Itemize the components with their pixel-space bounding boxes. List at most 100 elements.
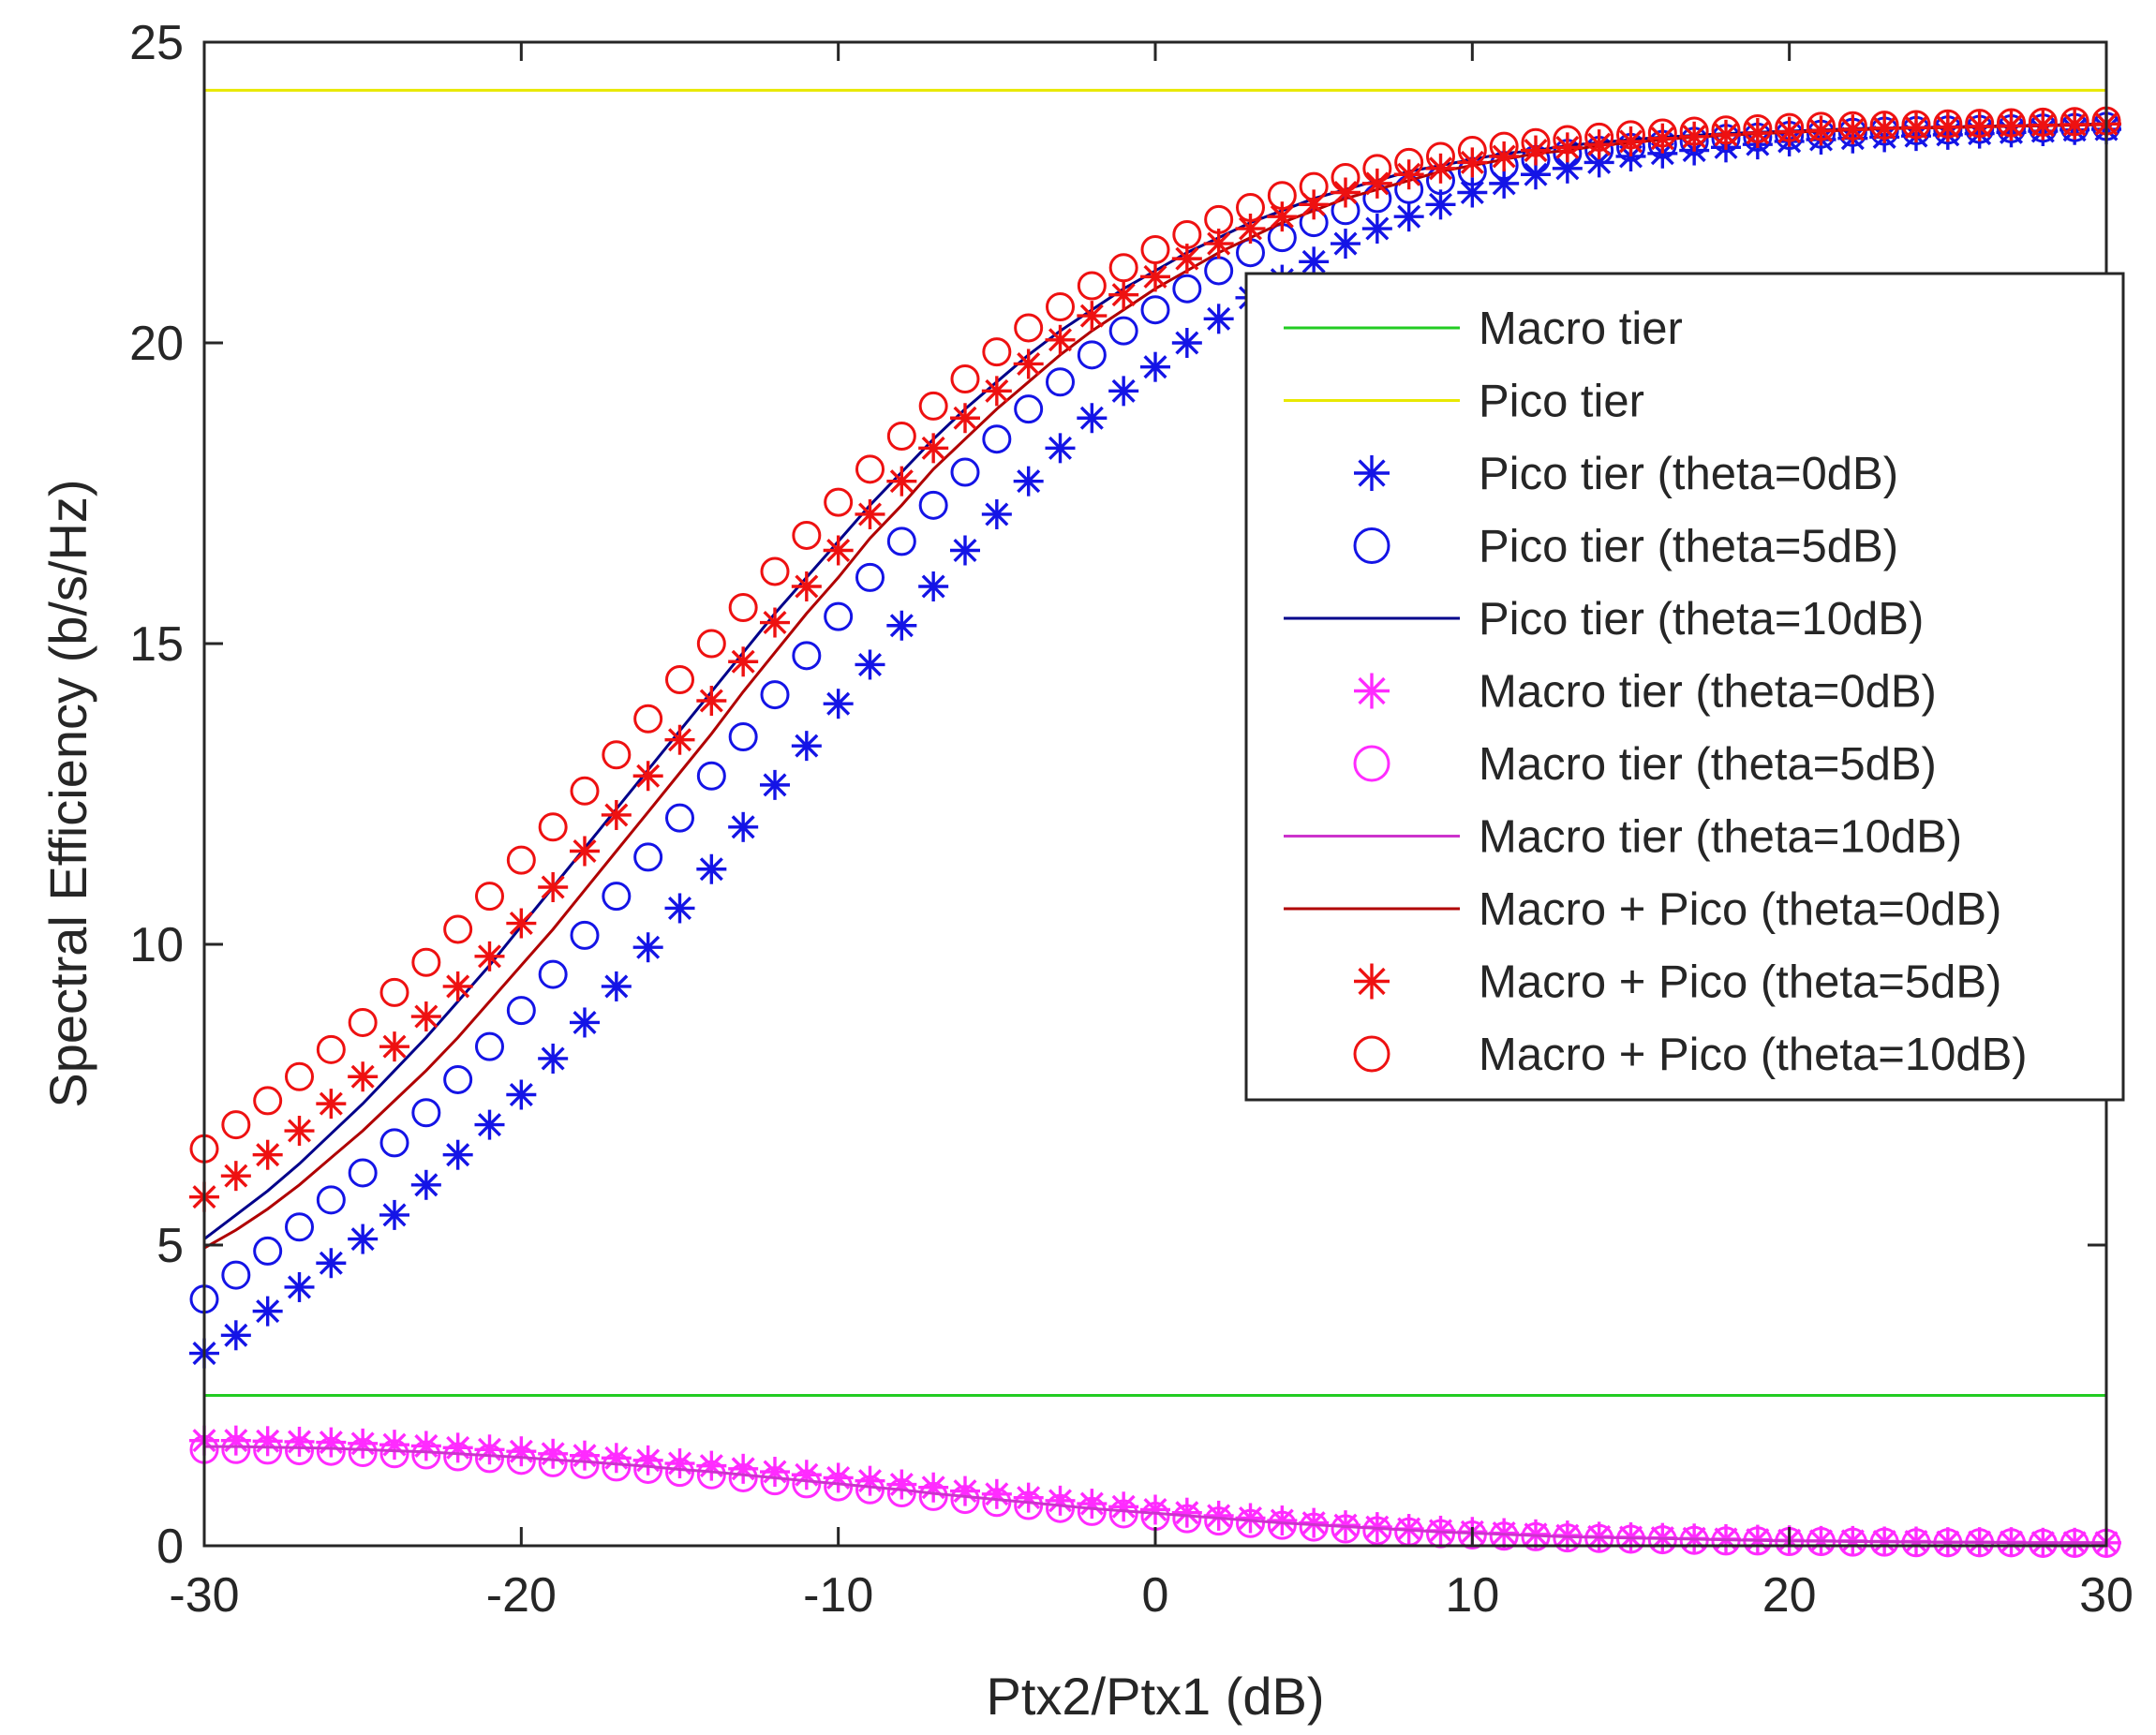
ticks-layer: -30 -20 -10 0 10 20 30 0 5 10 15 20 25 xyxy=(129,16,2134,1623)
legend-swatch-macro-pico-theta-10db xyxy=(1353,1035,1390,1073)
data-point-pico-tier-theta-0db-15 xyxy=(664,893,695,924)
data-point-macro-pico-theta-10db-37 xyxy=(1362,154,1392,184)
data-point-macro-pico-theta-5db-28 xyxy=(1077,301,1108,332)
data-point-macro-pico-theta-10db-41 xyxy=(1489,131,1519,161)
data-point-macro-pico-theta-5db-11 xyxy=(538,872,569,903)
legend-entry-macro-pico-theta-5db: Macro + Pico (theta=5dB) xyxy=(1354,957,2001,1008)
legend-entry-pico-tier-theta-10db: Pico tier (theta=10dB) xyxy=(1284,594,1924,645)
data-point-pico-tier-theta-0db-3 xyxy=(284,1271,315,1302)
data-point-macro-pico-theta-10db-12 xyxy=(570,776,600,806)
data-point-macro-pico-theta-5db-37 xyxy=(1361,168,1392,199)
legend-label-macro-tier-theta-5db: Macro tier (theta=5dB) xyxy=(1479,739,1937,790)
data-point-pico-tier-theta-0db-36 xyxy=(1331,229,1361,260)
data-point-pico-tier-theta-0db-8 xyxy=(442,1139,473,1170)
data-point-macro-pico-theta-10db-36 xyxy=(1331,162,1361,192)
data-point-macro-tier-theta-5db-19 xyxy=(792,1469,822,1499)
data-point-macro-pico-theta-10db-38 xyxy=(1394,147,1424,177)
data-point-macro-tier-theta-5db-16 xyxy=(696,1460,726,1490)
data-point-macro-pico-theta-10db-58 xyxy=(2028,107,2058,137)
data-point-macro-tier-theta-5db-1 xyxy=(221,1434,251,1464)
data-point-pico-tier-theta-5db-7 xyxy=(411,1098,441,1128)
data-point-pico-tier-theta-5db-1 xyxy=(221,1260,251,1290)
series-macro-pico-theta-10db xyxy=(189,106,2121,1164)
data-point-pico-tier-theta-0db-26 xyxy=(1013,466,1044,497)
data-point-pico-tier-theta-0db-21 xyxy=(855,649,885,680)
y-tick-label-5: 25 xyxy=(129,16,184,70)
data-point-macro-pico-theta-10db-44 xyxy=(1584,122,1614,152)
data-point-macro-tier-theta-5db-11 xyxy=(538,1447,568,1477)
data-point-macro-pico-theta-10db-26 xyxy=(1014,313,1044,343)
data-point-macro-pico-theta-10db-35 xyxy=(1299,171,1329,201)
data-point-macro-pico-theta-10db-15 xyxy=(665,665,694,695)
data-point-pico-tier-theta-5db-9 xyxy=(475,1031,504,1061)
series-macro-pico-theta-5db xyxy=(189,109,2121,1212)
data-point-macro-pico-theta-5db-5 xyxy=(348,1061,379,1092)
data-point-macro-pico-theta-5db-4 xyxy=(316,1089,347,1120)
y-tick-label-4: 20 xyxy=(129,317,184,371)
data-point-macro-pico-theta-10db-39 xyxy=(1426,141,1455,171)
y-tick-label-3: 15 xyxy=(129,617,184,672)
data-point-macro-pico-theta-5db-23 xyxy=(918,433,949,464)
data-point-macro-tier-theta-5db-34 xyxy=(1267,1510,1297,1540)
data-point-pico-tier-theta-5db-13 xyxy=(602,882,632,912)
data-point-pico-tier-theta-5db-18 xyxy=(760,680,790,710)
legend-entry-macro-tier: Macro tier xyxy=(1284,304,1683,354)
y-tick-label-1: 5 xyxy=(156,1219,184,1273)
legend-entry-macro-tier-theta-5db: Macro tier (theta=5dB) xyxy=(1353,739,1937,790)
data-point-macro-pico-theta-5db-2 xyxy=(252,1139,283,1170)
data-point-macro-pico-theta-10db-30 xyxy=(1140,234,1170,264)
data-point-pico-tier-theta-0db-20 xyxy=(823,689,854,719)
x-tick-label-6: 30 xyxy=(2079,1568,2134,1623)
data-point-pico-tier-theta-0db-29 xyxy=(1108,376,1139,407)
data-point-pico-tier-theta-5db-15 xyxy=(665,803,694,833)
data-point-macro-pico-theta-10db-46 xyxy=(1647,118,1677,148)
data-point-macro-pico-theta-10db-3 xyxy=(285,1061,314,1091)
data-point-pico-tier-theta-0db-22 xyxy=(886,610,917,641)
data-point-macro-pico-theta-10db-11 xyxy=(538,812,568,842)
data-point-pico-tier-theta-0db-38 xyxy=(1393,201,1424,232)
data-point-macro-pico-theta-5db-36 xyxy=(1331,177,1361,208)
data-point-macro-pico-theta-5db-12 xyxy=(570,836,600,867)
data-point-macro-pico-theta-5db-22 xyxy=(886,466,917,497)
y-tick-label-0: 0 xyxy=(156,1520,184,1574)
data-point-pico-tier-theta-0db-6 xyxy=(379,1199,409,1230)
data-point-macro-tier-theta-5db-31 xyxy=(1172,1504,1202,1534)
data-point-pico-tier-theta-5db-30 xyxy=(1140,295,1170,325)
data-point-pico-tier-theta-5db-22 xyxy=(886,526,916,556)
data-point-pico-tier-theta-5db-17 xyxy=(728,722,758,752)
data-point-macro-pico-theta-10db-55 xyxy=(1933,109,1963,139)
data-point-macro-tier-theta-5db-15 xyxy=(665,1458,694,1488)
data-point-pico-tier-theta-0db-9 xyxy=(474,1109,505,1140)
x-tick-label-2: -10 xyxy=(803,1568,873,1623)
data-point-macro-pico-theta-5db-41 xyxy=(1489,141,1520,171)
data-point-macro-tier-theta-0db-31 xyxy=(1171,1497,1202,1528)
legend-box xyxy=(1244,272,2125,1102)
data-point-macro-pico-theta-10db-57 xyxy=(1997,108,2026,138)
data-point-macro-pico-theta-10db-19 xyxy=(792,520,822,550)
data-point-macro-tier-theta-5db-28 xyxy=(1077,1496,1107,1526)
data-point-pico-tier-theta-5db-8 xyxy=(443,1064,473,1094)
data-point-pico-tier-theta-0db-24 xyxy=(950,535,980,566)
data-point-pico-tier-theta-5db-19 xyxy=(792,641,822,671)
data-point-macro-pico-theta-10db-9 xyxy=(475,882,504,912)
data-point-macro-tier-theta-5db-6 xyxy=(379,1439,409,1469)
x-tick-label-1: -20 xyxy=(486,1568,557,1623)
data-point-pico-tier-theta-5db-4 xyxy=(316,1185,346,1215)
data-point-macro-pico-theta-5db-26 xyxy=(1013,348,1044,379)
data-point-macro-pico-theta-10db-56 xyxy=(1965,109,1995,139)
data-point-macro-pico-theta-5db-9 xyxy=(474,941,505,971)
data-point-macro-tier-theta-5db-2 xyxy=(253,1435,283,1465)
data-point-macro-pico-theta-5db-16 xyxy=(696,685,727,716)
data-point-pico-tier-theta-5db-28 xyxy=(1077,340,1107,370)
data-point-macro-pico-theta-10db-27 xyxy=(1046,291,1075,321)
data-point-macro-tier-theta-5db-21 xyxy=(855,1475,885,1505)
data-point-macro-pico-theta-5db-29 xyxy=(1108,279,1139,310)
data-point-pico-tier-theta-5db-29 xyxy=(1108,316,1138,346)
data-point-pico-tier-theta-5db-20 xyxy=(824,601,854,631)
x-tick-label-4: 10 xyxy=(1445,1568,1499,1623)
data-point-macro-tier-theta-0db-24 xyxy=(950,1475,980,1506)
data-point-pico-tier-theta-5db-31 xyxy=(1172,274,1202,304)
data-point-macro-pico-theta-10db-22 xyxy=(886,422,916,452)
data-point-pico-tier-theta-0db-27 xyxy=(1045,433,1076,464)
legend-entry-pico-tier: Pico tier xyxy=(1284,377,1644,427)
